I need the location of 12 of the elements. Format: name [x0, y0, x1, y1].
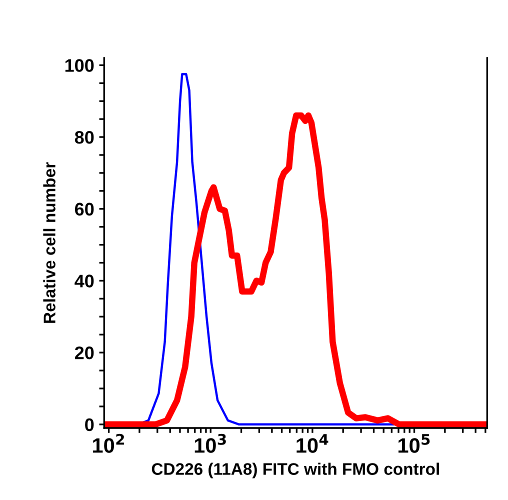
y-tick-label: 0	[85, 418, 94, 432]
y-tick-label: 40	[74, 274, 94, 288]
y-tick-label: 60	[74, 202, 94, 216]
y-tick-label: 80	[74, 130, 94, 144]
x-tick-label: 10$^{3}$	[194, 434, 226, 453]
y-tick-label: 20	[74, 346, 94, 360]
x-tick-label: 10$^{5}$	[398, 434, 430, 453]
x-tick-label: 10$^{2}$	[93, 434, 124, 453]
y-tick-label: 100	[65, 59, 94, 72]
y-axis-title: Relative cell number	[43, 162, 56, 323]
x-tick-label: 10$^{4}$	[296, 434, 328, 453]
x-axis-title: CD226 (11A8) FITC with FMO control	[152, 462, 439, 478]
